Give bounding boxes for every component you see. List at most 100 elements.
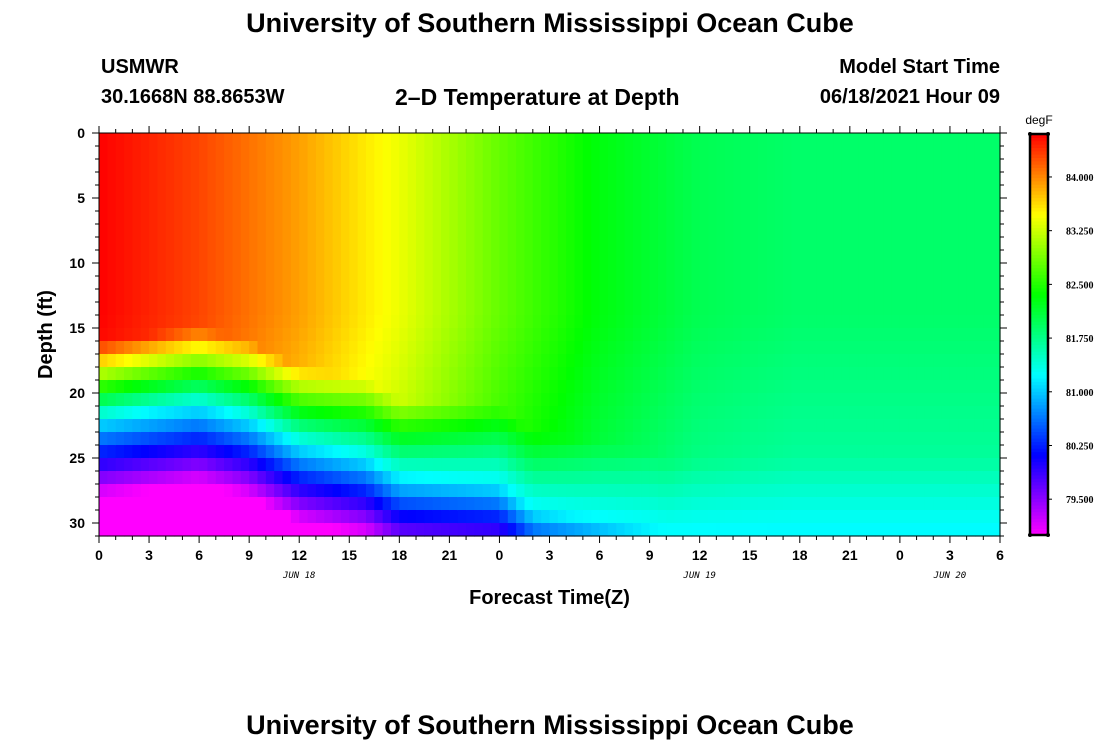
heatmap-cell: [324, 393, 334, 407]
heatmap-cell: [691, 367, 701, 381]
heatmap-cell: [124, 406, 133, 420]
heatmap-cell: [457, 341, 467, 355]
heatmap-cell: [607, 497, 617, 511]
heatmap-cell: [799, 497, 809, 511]
heatmap-cell: [140, 250, 150, 264]
heatmap-cell: [741, 276, 751, 290]
heatmap-cell: [958, 354, 968, 368]
heatmap-cell: [799, 354, 809, 368]
heatmap-cell: [883, 211, 893, 225]
heatmap-cell: [691, 289, 701, 303]
heatmap-cell: [774, 380, 784, 394]
heatmap-cell: [407, 289, 417, 303]
heatmap-cell: [682, 328, 692, 342]
heatmap-cell: [866, 198, 876, 212]
colorbar-segment: [1030, 160, 1048, 165]
heatmap-cell: [407, 224, 417, 238]
heatmap-cell: [891, 211, 901, 225]
heatmap-cell: [758, 445, 767, 459]
heatmap-cell: [382, 237, 392, 251]
heatmap-cell: [708, 237, 717, 251]
heatmap-cell: [899, 523, 909, 537]
heatmap-cell: [666, 159, 676, 173]
heatmap-cell: [758, 458, 767, 472]
heatmap-cell: [532, 263, 542, 277]
heatmap-cell: [182, 432, 192, 446]
heatmap-cell: [524, 341, 534, 355]
heatmap-cell: [349, 263, 359, 277]
heatmap-cell: [783, 432, 793, 446]
heatmap-cell: [774, 276, 784, 290]
colorbar-corner: [1046, 132, 1050, 136]
heatmap-cell: [249, 367, 259, 381]
heatmap-cell: [816, 276, 826, 290]
heatmap-cell: [891, 315, 901, 329]
heatmap-cell: [774, 484, 784, 498]
heatmap-cell: [799, 302, 809, 316]
heatmap-cell: [833, 237, 843, 251]
heatmap-cell: [174, 380, 184, 394]
heatmap-cell: [766, 302, 776, 316]
heatmap-cell: [849, 185, 859, 199]
heatmap-cell: [474, 172, 484, 186]
heatmap-cell: [424, 276, 434, 290]
colorbar-segment: [1030, 227, 1048, 232]
heatmap-cell: [774, 198, 784, 212]
heatmap-cell: [390, 146, 400, 160]
heatmap-cell: [941, 276, 951, 290]
heatmap-cell: [566, 302, 576, 316]
heatmap-cell: [591, 146, 601, 160]
heatmap-cell: [816, 354, 826, 368]
heatmap-cell: [507, 185, 517, 199]
heatmap-cell: [599, 380, 609, 394]
heatmap-cell: [582, 185, 592, 199]
heatmap-cell: [315, 263, 325, 277]
heatmap-cell: [474, 146, 484, 160]
heatmap-cell: [524, 224, 534, 238]
heatmap-cell: [983, 276, 993, 290]
heatmap-cell: [332, 133, 342, 147]
heatmap-cell: [607, 133, 617, 147]
heatmap-cell: [207, 159, 217, 173]
heatmap-cell: [491, 159, 501, 173]
heatmap-cell: [708, 523, 717, 537]
heatmap-cell: [616, 211, 626, 225]
heatmap-cell: [833, 224, 843, 238]
heatmap-cell: [165, 510, 175, 524]
heatmap-cell: [332, 406, 342, 420]
heatmap-cell: [390, 302, 400, 316]
heatmap-cell: [332, 445, 342, 459]
heatmap-cell: [966, 133, 976, 147]
heatmap-cell: [741, 484, 751, 498]
heatmap-cell: [607, 523, 617, 537]
heatmap-cell: [190, 133, 200, 147]
heatmap-cell: [758, 211, 767, 225]
heatmap-cell: [649, 146, 659, 160]
heatmap-cell: [616, 406, 626, 420]
heatmap-cell: [499, 341, 509, 355]
heatmap-cell: [657, 289, 667, 303]
heatmap-cell: [165, 237, 175, 251]
heatmap-cell: [808, 224, 818, 238]
heatmap-cell: [899, 185, 909, 199]
heatmap-cell: [849, 315, 859, 329]
heatmap-cell: [916, 237, 926, 251]
heatmap-cell: [983, 523, 993, 537]
heatmap-cell: [682, 250, 692, 264]
heatmap-cell: [107, 159, 117, 173]
heatmap-cell: [799, 419, 809, 433]
heatmap-cell: [791, 302, 801, 316]
heatmap-cell: [149, 510, 158, 524]
heatmap-cell: [866, 328, 876, 342]
heatmap-cell: [449, 250, 459, 264]
colorbar-segment: [1030, 337, 1048, 342]
heatmap-cell: [708, 289, 717, 303]
heatmap-cell: [849, 328, 859, 342]
colorbar-corner: [1028, 132, 1032, 136]
heatmap-cell: [916, 159, 926, 173]
heatmap-cell: [866, 315, 876, 329]
heatmap-cell: [474, 510, 484, 524]
heatmap-cell: [933, 458, 943, 472]
heatmap-cell: [390, 432, 400, 446]
heatmap-cell: [282, 445, 292, 459]
